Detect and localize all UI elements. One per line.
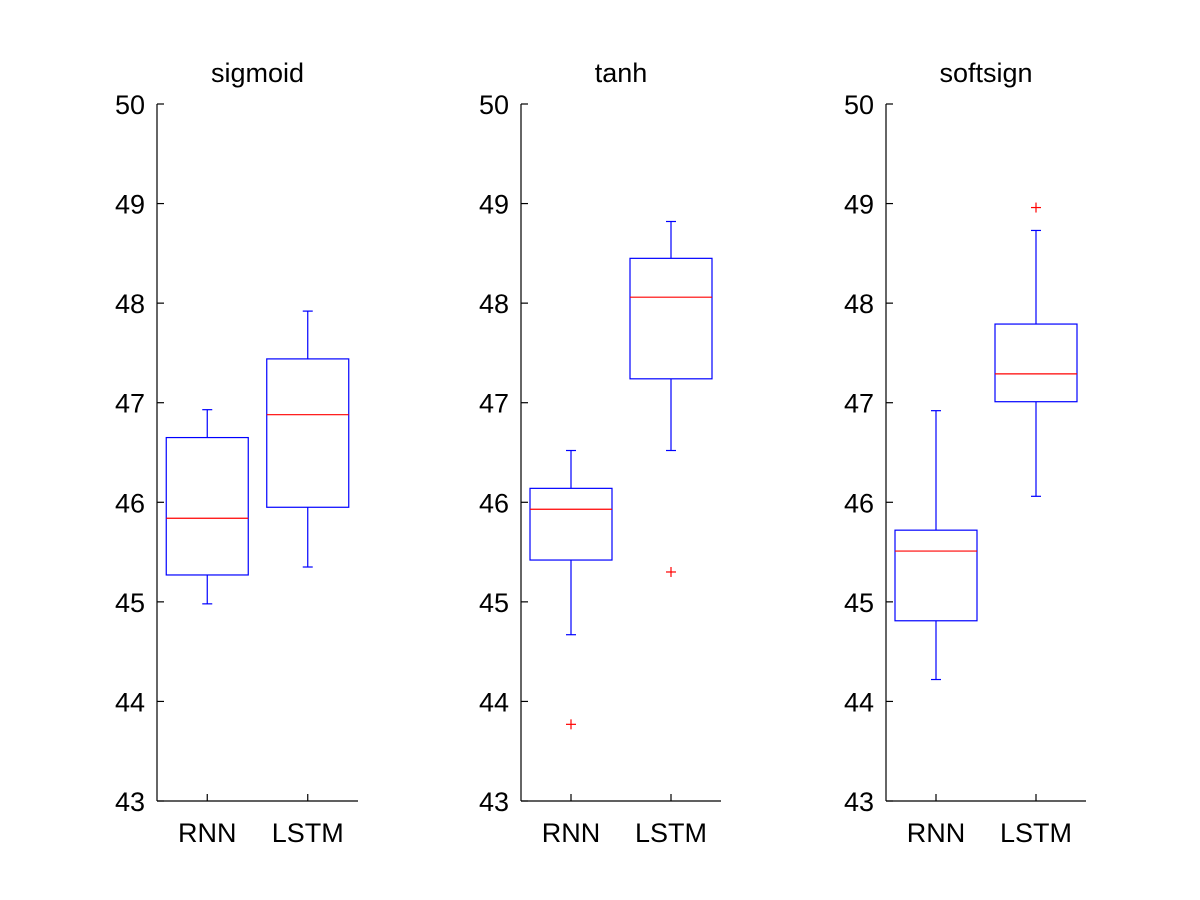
y-tick-label: 44 bbox=[479, 687, 509, 717]
y-tick-label: 49 bbox=[115, 190, 145, 220]
y-tick-label: 43 bbox=[115, 787, 145, 817]
chart-panel-softsign: softsign 43 44 45 46 47 48 49 50 RNN LSTM bbox=[844, 58, 1086, 848]
iqr-box bbox=[165, 436, 249, 576]
y-tick-label: 50 bbox=[115, 90, 145, 120]
iqr-box bbox=[529, 487, 613, 561]
y-tick-label: 46 bbox=[479, 488, 509, 518]
x-tick-label: LSTM bbox=[272, 818, 344, 848]
iqr-box bbox=[894, 529, 978, 622]
y-tick-label: 48 bbox=[115, 289, 145, 319]
outlier-marker bbox=[566, 719, 576, 730]
y-tick-label: 46 bbox=[115, 488, 145, 518]
x-tick-label: LSTM bbox=[1000, 818, 1072, 848]
y-tick-label: 48 bbox=[479, 289, 509, 319]
outlier-marker bbox=[666, 566, 676, 577]
y-tick-label: 45 bbox=[844, 588, 874, 618]
x-tick-label: LSTM bbox=[635, 818, 707, 848]
x-tick-label: RNN bbox=[178, 818, 237, 848]
chart-panel-sigmoid: sigmoid 43 44 45 46 47 48 49 50 RNN LSTM bbox=[115, 58, 358, 848]
y-tick-label: 44 bbox=[115, 687, 145, 717]
y-tick-label: 45 bbox=[115, 588, 145, 618]
y-tick-label: 47 bbox=[844, 389, 874, 419]
iqr-box bbox=[629, 257, 713, 380]
y-tick-label: 47 bbox=[115, 389, 145, 419]
y-tick-label: 45 bbox=[479, 588, 509, 618]
box-lstm bbox=[994, 202, 1078, 497]
y-tick-label: 50 bbox=[479, 90, 509, 120]
chart-title: sigmoid bbox=[211, 58, 304, 88]
y-tick-label: 50 bbox=[844, 90, 874, 120]
box-lstm bbox=[266, 310, 350, 568]
y-tick-label: 46 bbox=[844, 488, 874, 518]
box-lstm bbox=[629, 220, 713, 577]
iqr-box bbox=[266, 358, 350, 508]
x-tick-label: RNN bbox=[542, 818, 601, 848]
outlier-marker bbox=[1031, 202, 1041, 213]
y-tick-label: 44 bbox=[844, 687, 874, 717]
y-tick-label: 47 bbox=[479, 389, 509, 419]
y-tick-label: 49 bbox=[479, 190, 509, 220]
box-rnn bbox=[529, 449, 613, 730]
chart-title: softsign bbox=[939, 58, 1032, 88]
y-tick-label: 43 bbox=[479, 787, 509, 817]
iqr-box bbox=[994, 323, 1078, 403]
box-rnn bbox=[894, 410, 978, 681]
y-tick-label: 48 bbox=[844, 289, 874, 319]
y-tick-label: 49 bbox=[844, 190, 874, 220]
y-tick-label: 43 bbox=[844, 787, 874, 817]
chart-title: tanh bbox=[595, 58, 648, 88]
chart-panel-tanh: tanh 43 44 45 46 47 48 49 50 RNN LSTM bbox=[479, 58, 721, 848]
box-rnn bbox=[165, 409, 249, 605]
x-tick-label: RNN bbox=[907, 818, 966, 848]
